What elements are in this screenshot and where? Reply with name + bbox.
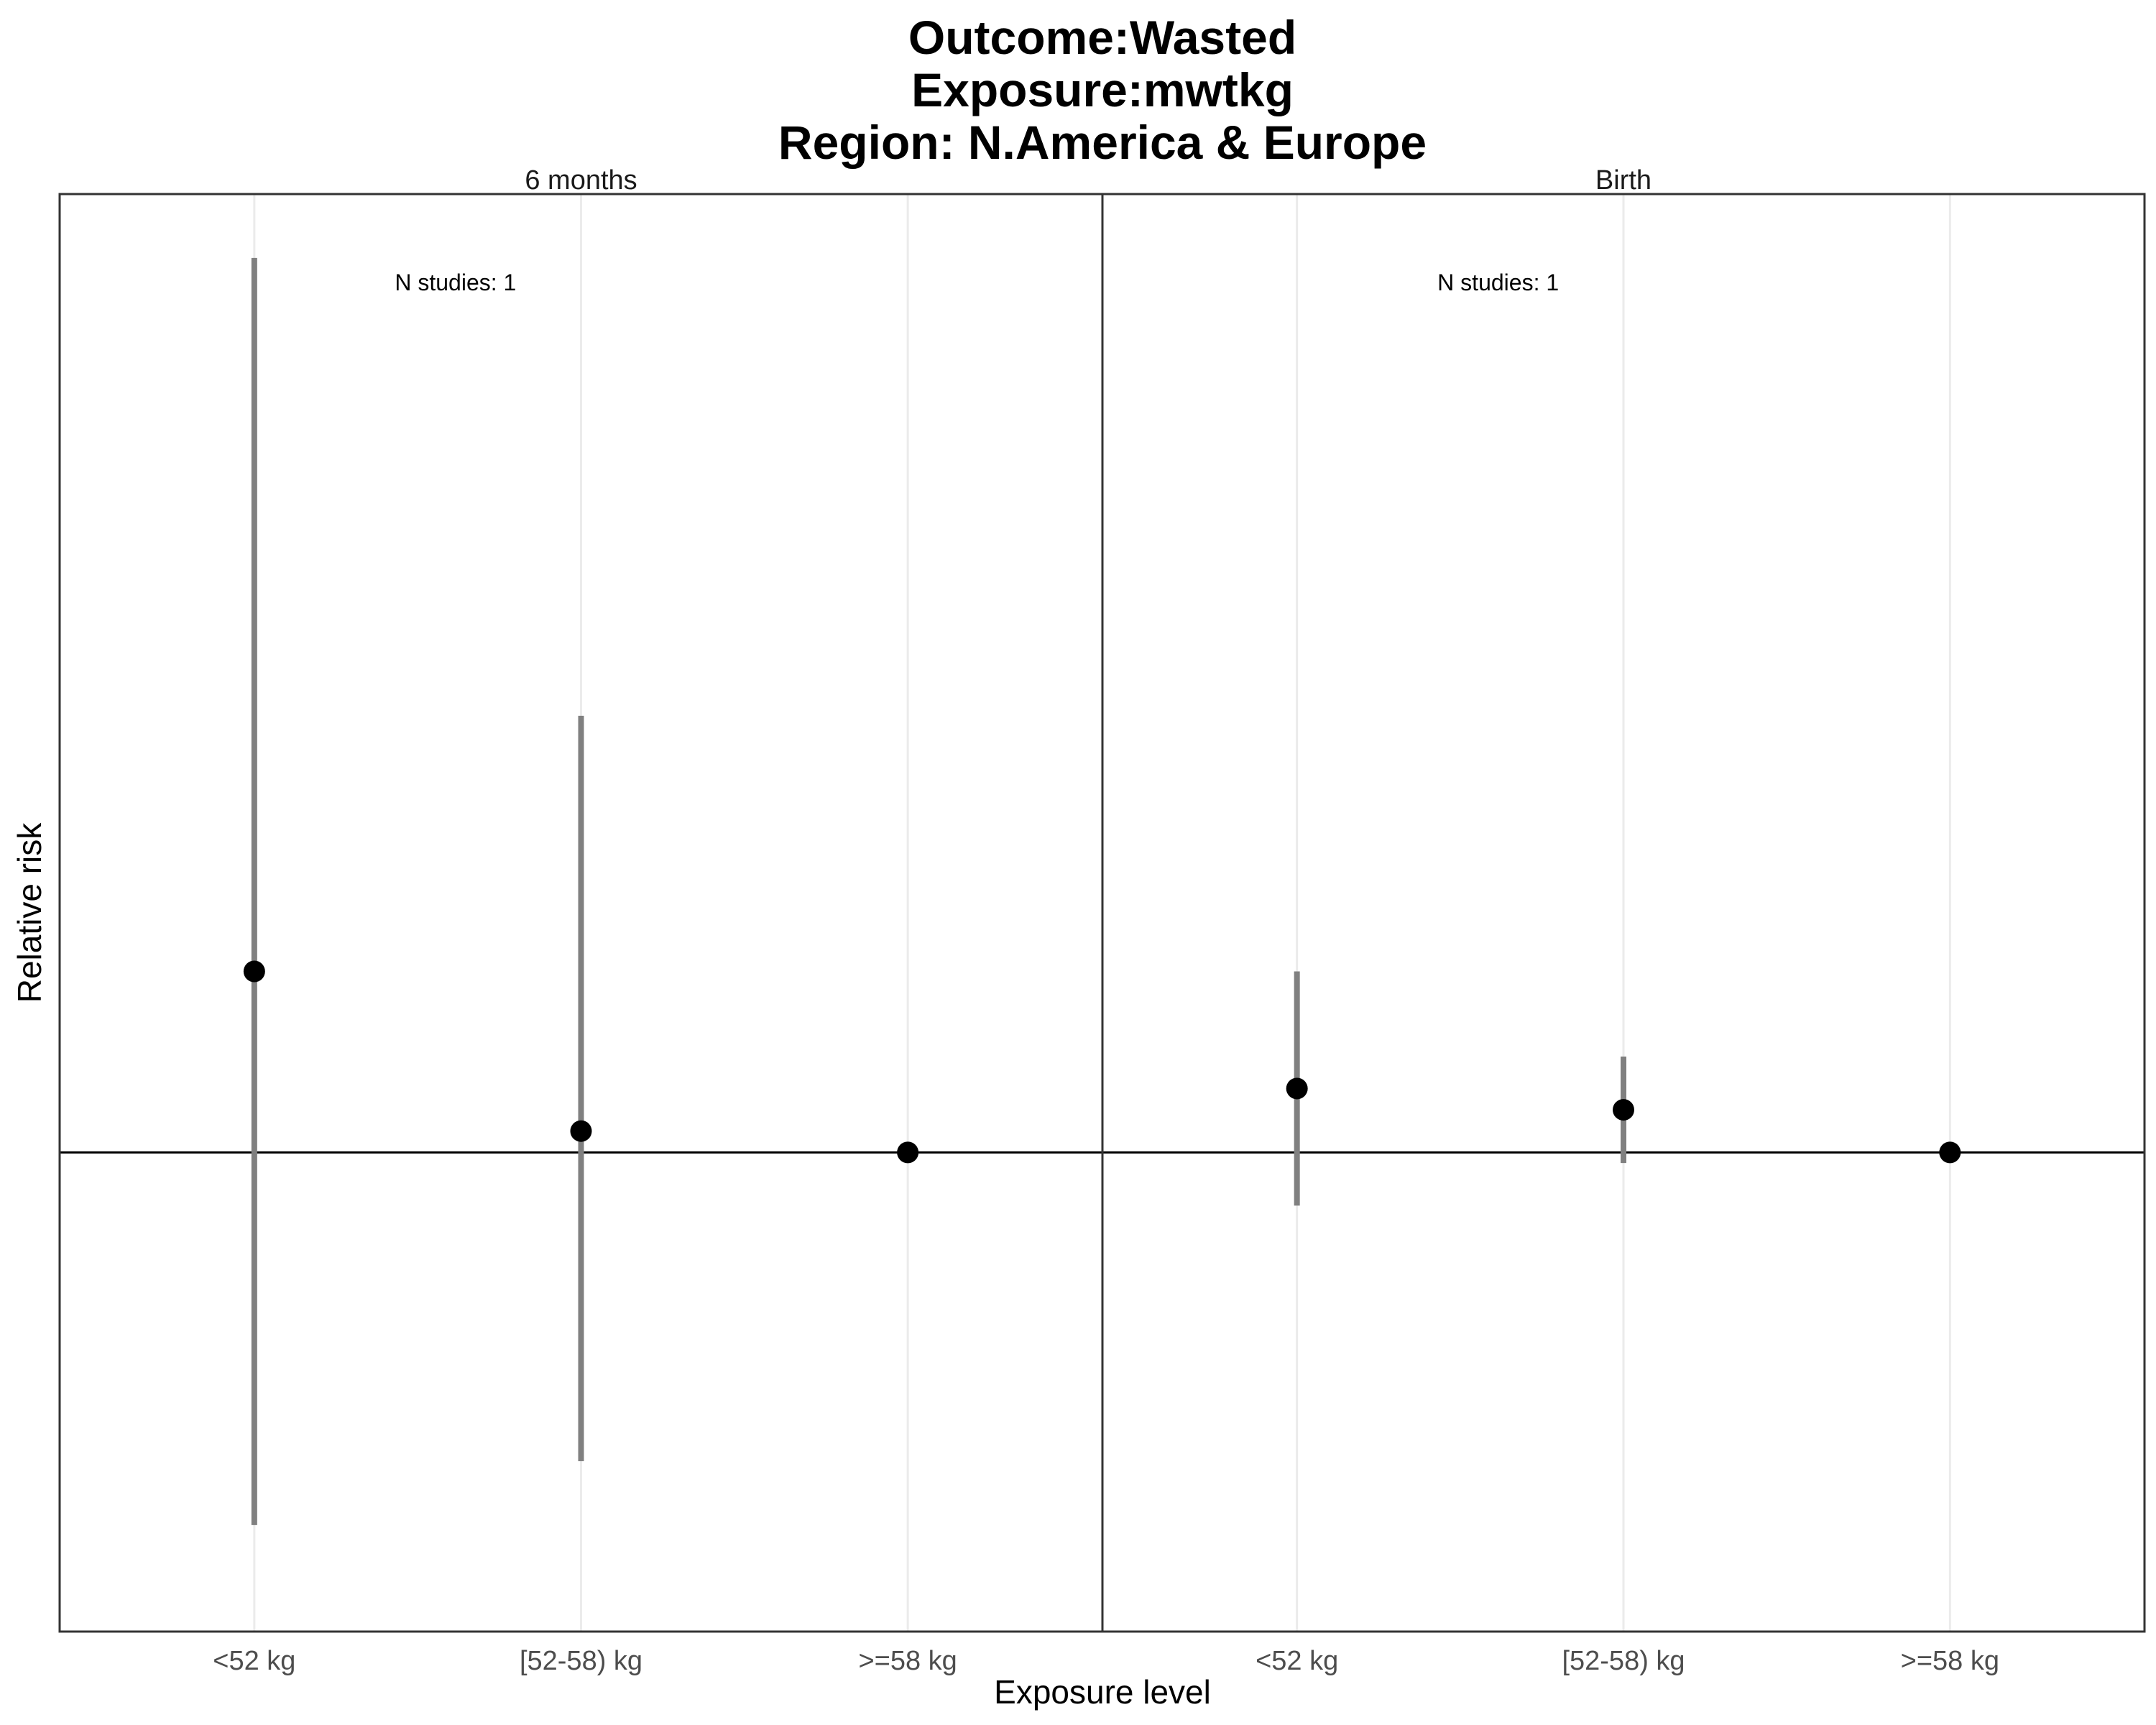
- x-tick-label: [52-58) kg: [1562, 1646, 1685, 1676]
- title-line-3: Region: N.America & Europe: [778, 116, 1427, 169]
- data-point: [243, 960, 265, 983]
- x-axis-label: Exposure level: [994, 1673, 1211, 1711]
- data-point: [1613, 1099, 1634, 1121]
- panel-1: Birth N studies: 1 <52 kg [52-58) kg >=58 kg: [1101, 165, 2146, 1676]
- panel-frame: [1101, 193, 2146, 1633]
- x-tick-label: [52-58) kg: [520, 1646, 642, 1676]
- studies-annotation: N studies: 1: [1437, 270, 1559, 295]
- chart-title: Outcome:Wasted Exposure:mwtkg Region: N.…: [778, 11, 1427, 169]
- title-line-1: Outcome:Wasted: [908, 11, 1296, 64]
- facet-label: Birth: [1595, 165, 1651, 196]
- data-point: [1939, 1141, 1961, 1164]
- data-point: [570, 1120, 592, 1142]
- x-tick-label: <52 kg: [213, 1646, 295, 1676]
- x-tick-label: >=58 kg: [1901, 1646, 1999, 1676]
- facet-panels: 6 months N studies: 1 <52 kg [52-58) kg >=58…: [58, 165, 2146, 1676]
- x-tick-label: >=58 kg: [858, 1646, 957, 1676]
- panel-0: 6 months N studies: 1 <52 kg [52-58) kg >=58…: [58, 165, 1104, 1676]
- y-axis-label: Relative risk: [11, 822, 48, 1003]
- facet-label: 6 months: [525, 165, 637, 196]
- title-line-2: Exposure:mwtkg: [911, 63, 1294, 116]
- studies-annotation: N studies: 1: [395, 270, 516, 295]
- x-tick-label: <52 kg: [1256, 1646, 1338, 1676]
- data-point: [897, 1141, 919, 1164]
- data-point: [1286, 1077, 1308, 1100]
